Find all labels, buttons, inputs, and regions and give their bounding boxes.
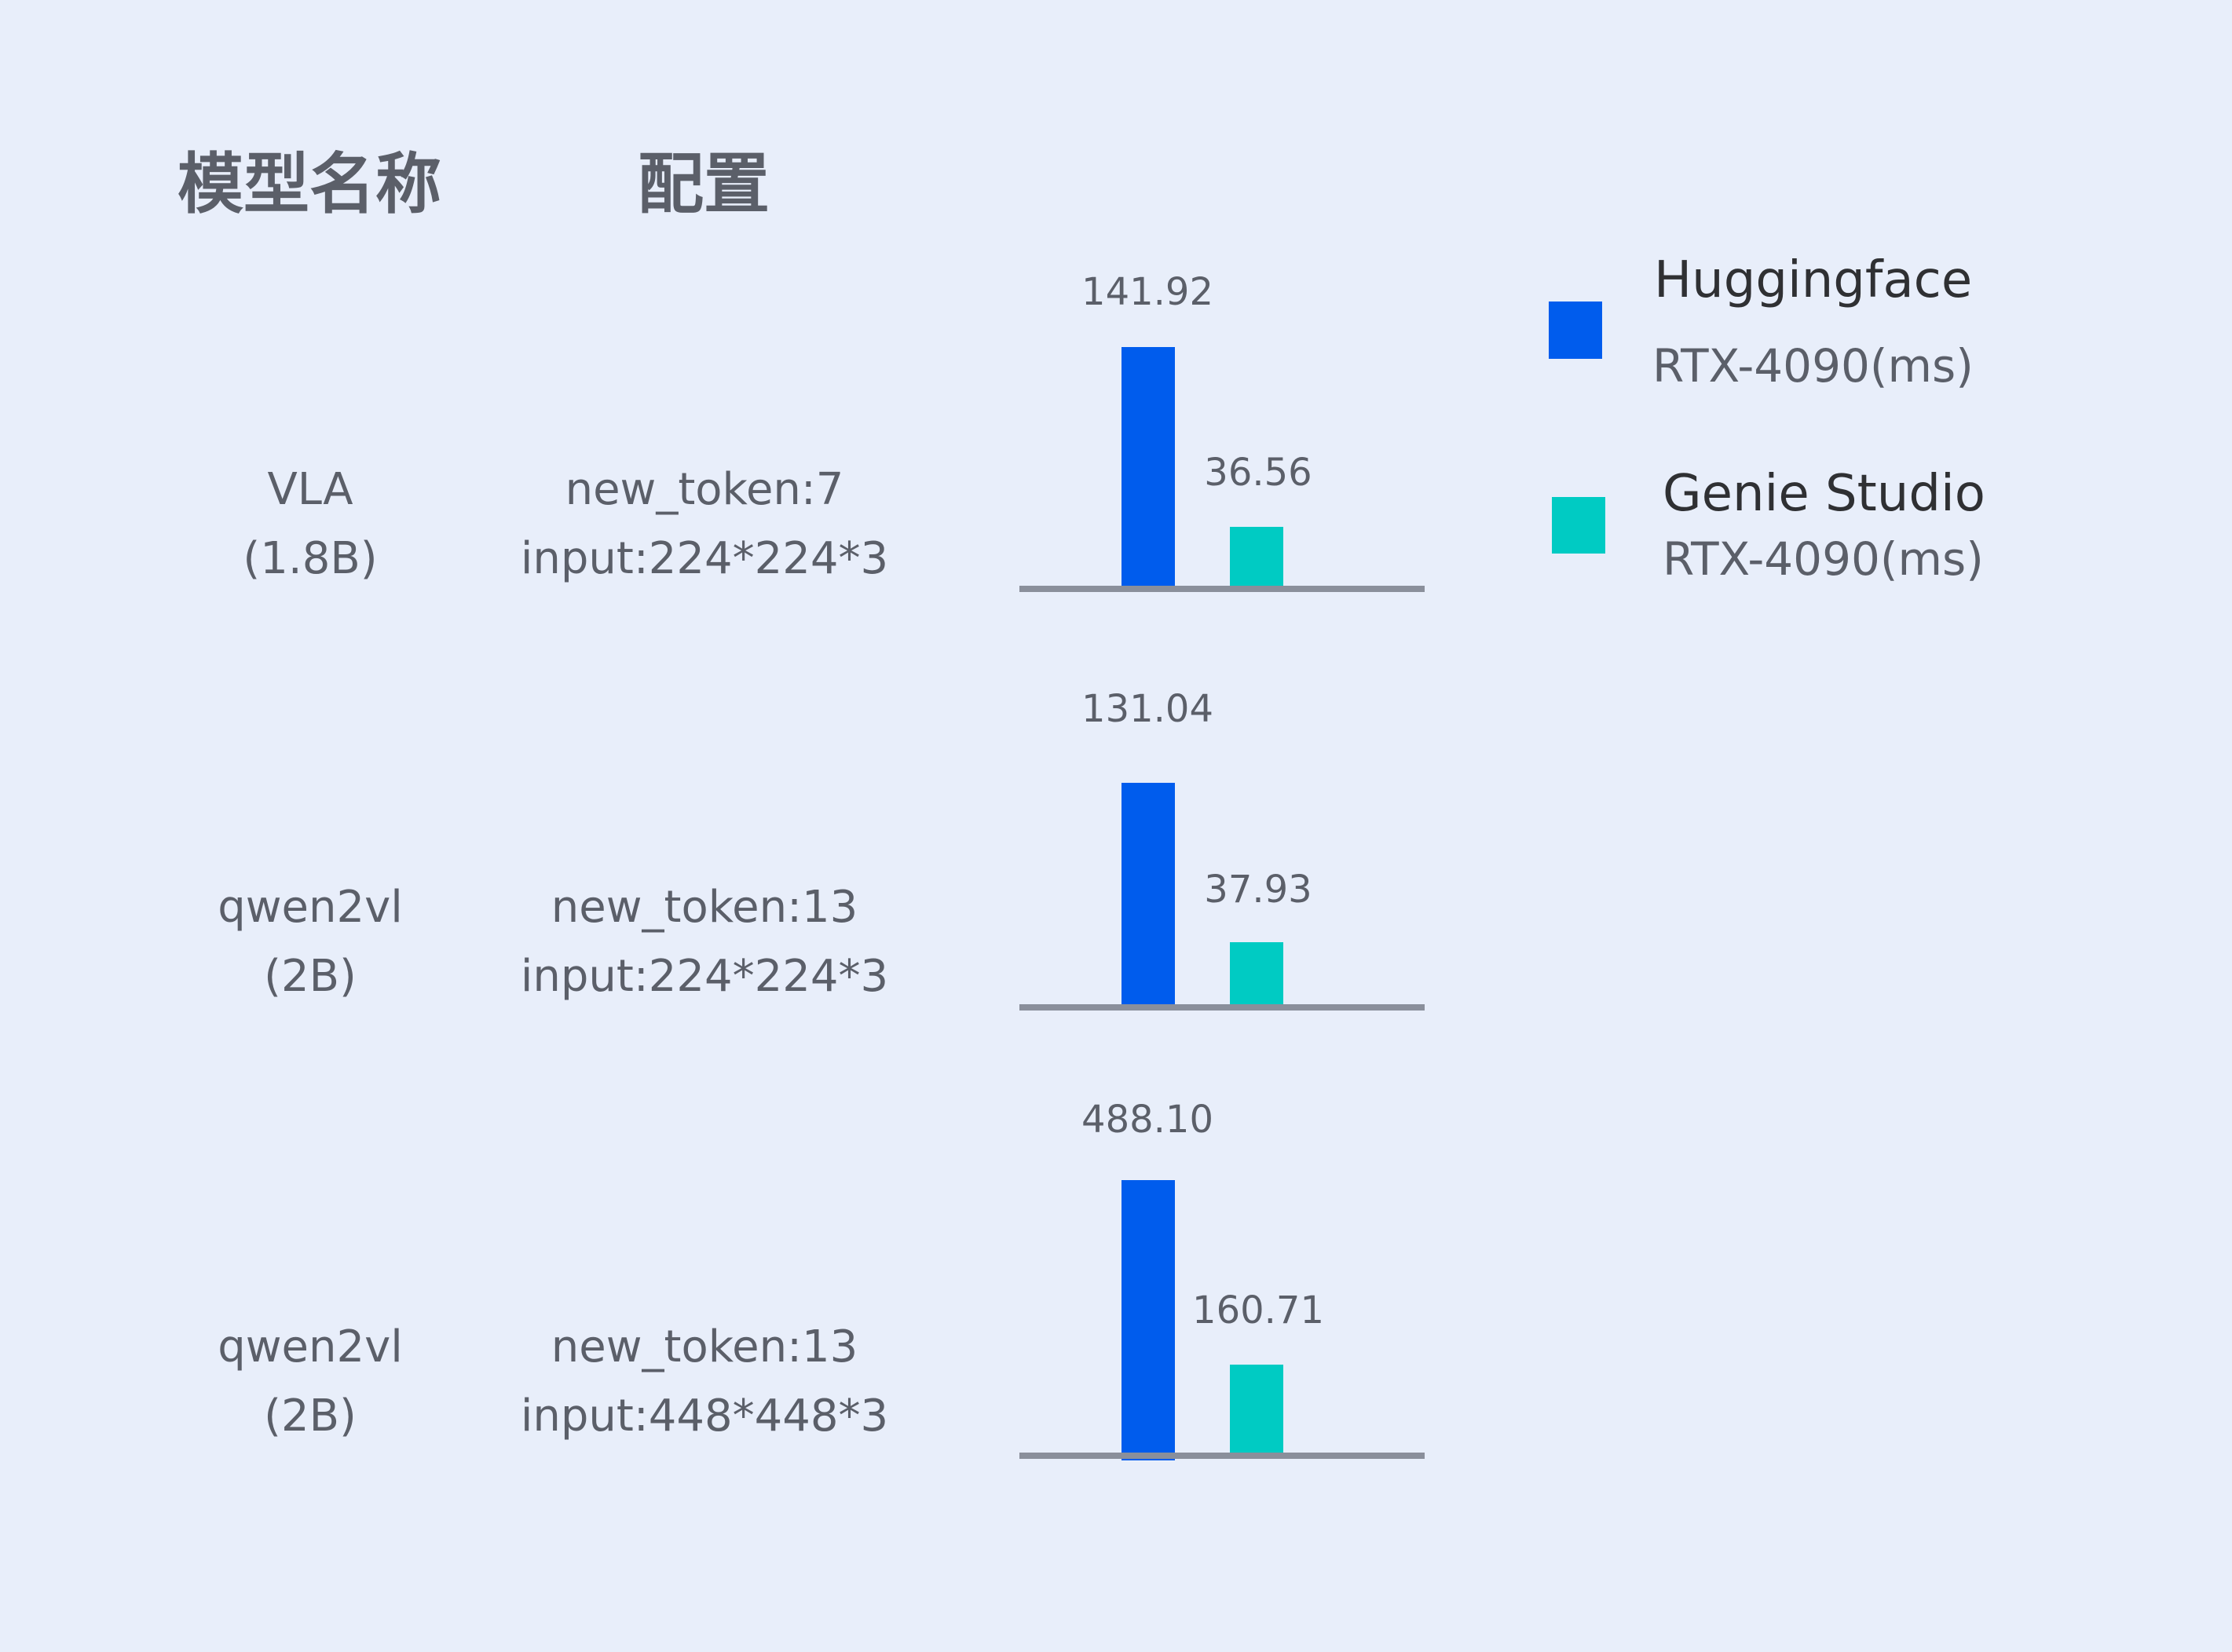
x-axis-line [1019, 1453, 1425, 1459]
model-name-cell: VLA (1.8B) [243, 455, 377, 594]
legend-swatch-huggingface [1549, 302, 1602, 359]
x-axis-line [1019, 1004, 1425, 1011]
legend-sub-huggingface: RTX-4090(ms) [1652, 339, 1974, 393]
bar-genie-studio [1230, 526, 1283, 589]
config-input: input:448*448*3 [520, 1391, 889, 1442]
data-label: 131.04 [1081, 687, 1213, 731]
config-cell: new_token:7 input:224*224*3 [521, 455, 888, 594]
data-label: 141.92 [1081, 270, 1213, 314]
legend-name-huggingface: Huggingface [1654, 251, 1973, 309]
model-size: (1.8B) [243, 533, 378, 584]
legend-sub-genie-studio: RTX-4090(ms) [1663, 532, 1984, 586]
config-tokens: new_token:7 [565, 464, 844, 515]
model-name-cell: qwen2vl (2B) [218, 873, 403, 1011]
config-tokens: new_token:13 [551, 882, 858, 933]
legend-name-genie-studio: Genie Studio [1663, 465, 1985, 523]
data-label: 160.71 [1192, 1288, 1324, 1332]
model-name-cell: qwen2vl (2B) [218, 1313, 403, 1451]
model-name: qwen2vl [218, 1321, 403, 1372]
bar-genie-studio [1230, 942, 1283, 1007]
header-model-name: 模型名称 [177, 145, 442, 223]
config-cell: new_token:13 input:448*448*3 [521, 1313, 888, 1451]
legend-swatch-genie-studio [1552, 497, 1605, 554]
config-input: input:224*224*3 [520, 951, 889, 1002]
config-cell: new_token:13 input:224*224*3 [521, 873, 888, 1011]
model-size: (2B) [264, 1391, 357, 1442]
model-name: qwen2vl [218, 882, 403, 933]
header-config: 配置 [638, 145, 770, 223]
data-label: 36.56 [1204, 451, 1312, 495]
data-label: 37.93 [1204, 868, 1312, 912]
config-input: input:224*224*3 [520, 533, 889, 584]
bar-huggingface [1121, 1180, 1175, 1460]
model-name: VLA [267, 464, 353, 515]
bar-genie-studio [1230, 1365, 1283, 1456]
bar-huggingface [1121, 347, 1175, 589]
x-axis-line [1019, 586, 1425, 592]
config-tokens: new_token:13 [551, 1321, 858, 1372]
model-size: (2B) [264, 951, 357, 1002]
bar-huggingface [1121, 783, 1175, 1007]
data-label: 488.10 [1081, 1098, 1213, 1142]
